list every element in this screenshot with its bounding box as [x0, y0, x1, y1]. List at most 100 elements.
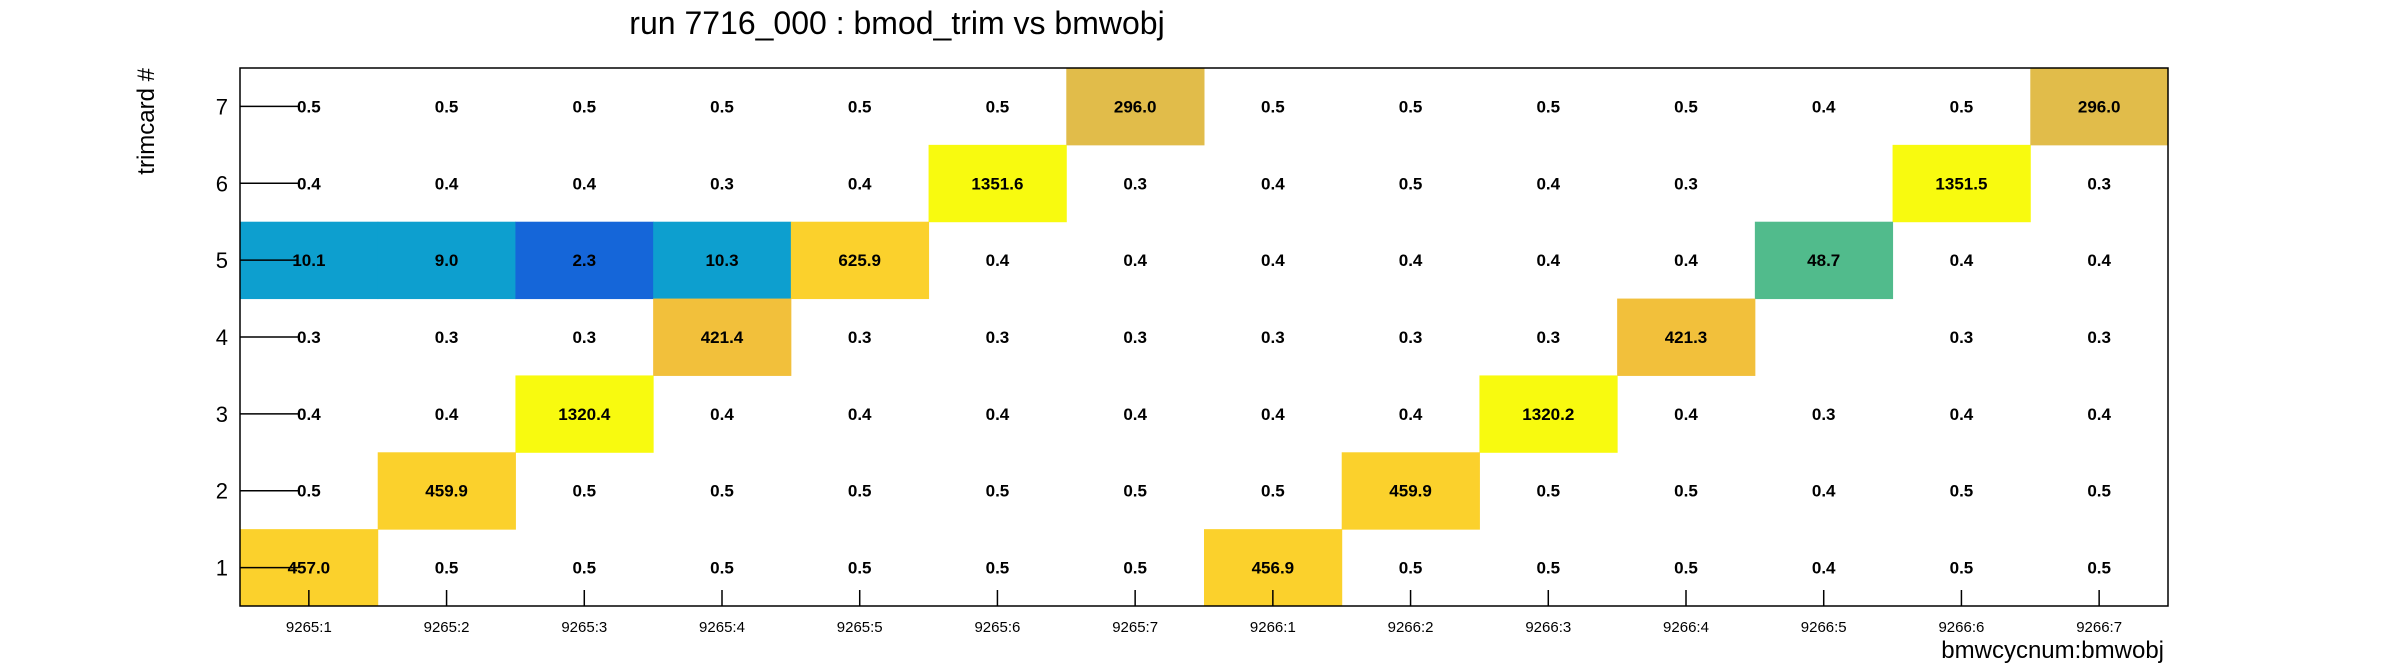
cell-value-label: 0.5 [710, 97, 734, 116]
x-tick-label: 9265:3 [561, 619, 607, 636]
cell-value-label: 0.4 [297, 405, 321, 424]
cell-value-label: 0.5 [710, 482, 734, 501]
cell-value-label: 0.4 [1261, 251, 1285, 270]
cell-value-label: 0.5 [1123, 482, 1147, 501]
cell-value-label: 0.4 [1261, 405, 1285, 424]
cell-value-label: 0.4 [1399, 405, 1423, 424]
cell-value-label: 0.3 [1399, 328, 1423, 347]
cell-value-label: 0.3 [1536, 328, 1560, 347]
cell-value-label: 0.4 [1950, 405, 1974, 424]
heatmap-cell [790, 221, 930, 300]
cell-value-label: 0.3 [572, 328, 596, 347]
cell-value-label: 0.3 [1812, 405, 1836, 424]
heatmap-cell [377, 452, 516, 530]
heatmap-cell [1066, 68, 1205, 146]
cell-value-label: 0.5 [1950, 559, 1974, 578]
cell-value-label: 0.4 [1812, 559, 1836, 578]
cell-value-label: 0.4 [2087, 405, 2111, 424]
plot-frame [239, 67, 2169, 607]
cell-value-label: 0.4 [1399, 251, 1423, 270]
heatmap-cell [2030, 68, 2169, 146]
x-tick-label: 9265:6 [974, 619, 1020, 636]
x-tick-label: 9266:3 [1525, 619, 1571, 636]
cell-value-label: 0.5 [1399, 174, 1423, 193]
cell-value-label: 1320.2 [1522, 405, 1574, 424]
x-tick-label: 9266:2 [1388, 619, 1434, 636]
cell-value-label: 0.5 [986, 97, 1010, 116]
cell-value-label: 1320.4 [558, 405, 611, 424]
cell-value-label: 0.5 [1536, 482, 1560, 501]
cell-value-label: 0.5 [1674, 559, 1698, 578]
cell-value-label: 0.5 [848, 482, 872, 501]
y-tick-label: 1 [216, 556, 228, 581]
cell-value-label: 0.4 [710, 405, 734, 424]
x-tick-label: 9266:7 [2076, 619, 2122, 636]
cell-value-label: 0.4 [435, 174, 459, 193]
cell-value-label: 0.4 [986, 405, 1010, 424]
cell-value-label: 0.4 [848, 405, 872, 424]
cell-value-label: 0.5 [1950, 97, 1974, 116]
cell-value-label: 0.3 [986, 328, 1010, 347]
cell-value-label: 0.5 [986, 482, 1010, 501]
heatmap-cell [653, 298, 792, 376]
cell-value-label: 296.0 [2078, 97, 2121, 116]
y-axis-label: trimcard # [133, 67, 160, 174]
cell-value-label: 0.3 [1123, 174, 1147, 193]
cell-value-label: 0.5 [710, 559, 734, 578]
cell-value-label: 0.5 [297, 482, 321, 501]
cell-value-label: 0.3 [1261, 328, 1285, 347]
cell-value-label: 0.5 [1261, 482, 1285, 501]
y-tick-label: 3 [216, 402, 228, 427]
cell-value-label: 2.3 [572, 251, 596, 270]
cell-value-label: 0.5 [1399, 97, 1423, 116]
cell-value-label: 0.3 [1950, 328, 1974, 347]
cell-value-label: 0.5 [435, 559, 459, 578]
cell-value-label: 0.4 [2087, 251, 2111, 270]
heatmap-cell [928, 144, 1067, 223]
cell-value-label: 0.5 [572, 559, 596, 578]
cell-value-label: 421.3 [1665, 328, 1708, 347]
cell-value-label: 459.9 [1389, 482, 1432, 501]
cell-value-label: 0.4 [1123, 405, 1147, 424]
y-tick-label: 5 [216, 248, 228, 273]
x-tick-label: 9266:6 [1938, 619, 1984, 636]
x-tick-label: 9265:1 [286, 619, 332, 636]
cell-value-label: 0.3 [435, 328, 459, 347]
cell-value-label: 0.3 [297, 328, 321, 347]
cell-value-label: 0.3 [1674, 174, 1698, 193]
cell-value-label: 0.5 [1399, 559, 1423, 578]
cell-value-label: 0.4 [572, 174, 596, 193]
heatmap-cell [1479, 375, 1618, 453]
y-tick-label: 4 [216, 325, 228, 350]
x-tick-label: 9265:4 [699, 619, 745, 636]
cell-value-label: 457.0 [288, 559, 331, 578]
x-tick-label: 9265:5 [837, 619, 883, 636]
cell-value-label: 0.5 [1536, 559, 1560, 578]
cell-value-label: 0.4 [1123, 251, 1147, 270]
heatmap-cell [515, 375, 654, 453]
cell-value-label: 0.5 [986, 559, 1010, 578]
cell-value-label: 1351.5 [1935, 174, 1987, 193]
cell-value-label: 0.4 [435, 405, 459, 424]
heatmap-cell [653, 221, 792, 300]
x-axis-label: bmwcycnum:bmwobj [1941, 637, 2164, 664]
cell-value-label: 0.3 [2087, 328, 2111, 347]
cell-value-label: 48.7 [1807, 251, 1840, 270]
y-tick-label: 6 [216, 171, 228, 196]
heatmap-cell [1754, 221, 1894, 300]
y-tick-label: 7 [216, 94, 228, 119]
cell-value-label: 0.5 [297, 97, 321, 116]
heatmap-cell [1617, 298, 1756, 376]
cell-value-label: 296.0 [1114, 97, 1157, 116]
cell-value-label: 10.3 [705, 251, 738, 270]
cell-value-label: 0.4 [1950, 251, 1974, 270]
cell-value-label: 0.5 [1261, 97, 1285, 116]
heatmap-cell [377, 221, 516, 300]
cell-value-label: 1351.6 [971, 174, 1023, 193]
cell-value-label: 0.4 [1674, 251, 1698, 270]
cell-value-label: 0.3 [1123, 328, 1147, 347]
heatmap-cell [1341, 452, 1480, 530]
cell-value-label: 0.4 [1536, 174, 1560, 193]
cell-value-label: 0.4 [1674, 405, 1698, 424]
